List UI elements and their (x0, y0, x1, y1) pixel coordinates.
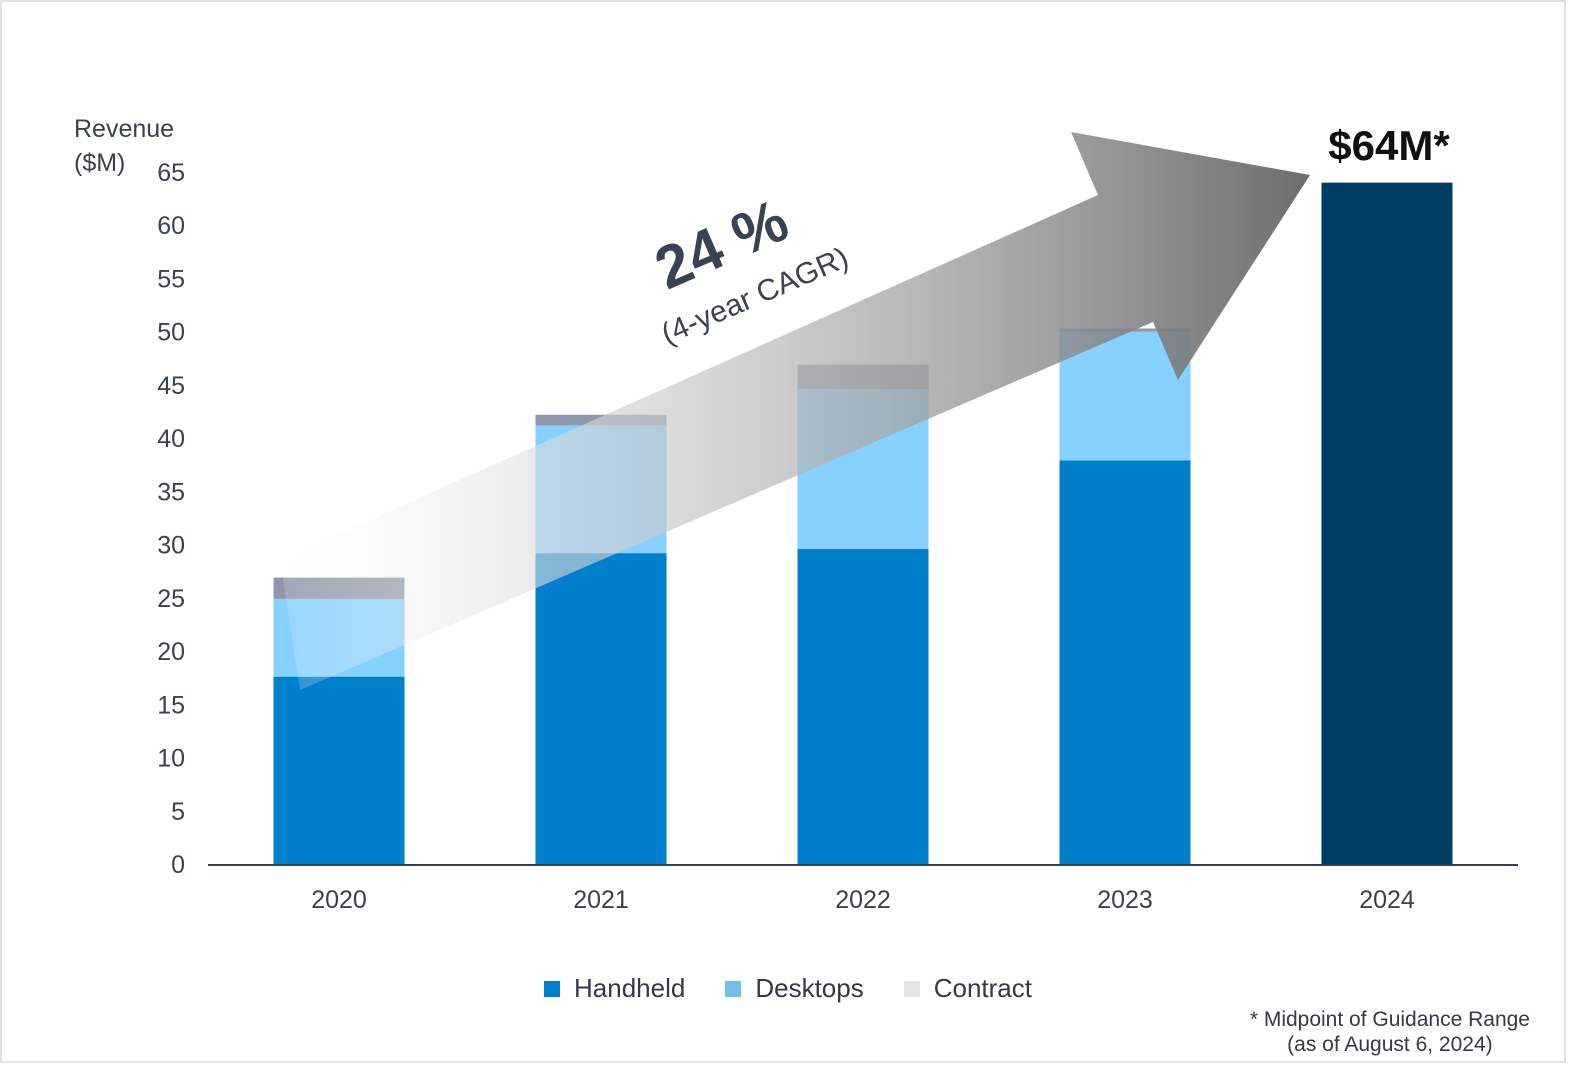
y-tick-label: 55 (157, 265, 185, 293)
footnote: * Midpoint of Guidance Range (as of Augu… (1250, 1007, 1530, 1057)
legend: Handheld Desktops Contract (0, 973, 1576, 1004)
legend-item-contract: Contract (903, 973, 1032, 1004)
y-axis-title: Revenue ($M) (74, 112, 174, 180)
bar-2022-handheld (797, 548, 929, 864)
legend-swatch-desktops (725, 980, 742, 997)
y-tick-label: 50 (157, 319, 185, 347)
x-tick-labels: 2020 2021 2022 2023 2024 (311, 886, 1415, 914)
bar-2024-total (1321, 182, 1453, 865)
y-tick-label: 60 (157, 212, 185, 240)
y-tick-label: 20 (157, 638, 185, 666)
legend-label-contract: Contract (933, 973, 1032, 1003)
y-tick-label: 10 (157, 745, 185, 773)
y-tick-label: 25 (157, 585, 185, 613)
y-tick-label: 0 (171, 851, 185, 879)
x-tick-label-2022: 2022 (835, 886, 891, 914)
y-axis-title-line-2: ($M) (74, 149, 126, 177)
bar-2020-handheld (273, 676, 405, 864)
y-tick-label: 5 (171, 798, 185, 826)
y-tick-label: 40 (157, 425, 185, 453)
bar-2021-handheld (535, 553, 667, 864)
legend-swatch-contract (903, 980, 920, 997)
legend-label-handheld: Handheld (574, 973, 686, 1003)
legend-swatch-handheld (544, 980, 561, 997)
x-tick-label-2020: 2020 (311, 886, 367, 914)
legend-label-desktops: Desktops (755, 973, 864, 1003)
legend-item-desktops: Desktops (725, 973, 864, 1004)
bar-2023-handheld (1059, 460, 1191, 864)
footnote-line-1: * Midpoint of Guidance Range (1249, 1008, 1530, 1031)
y-tick-labels: 0 5 10 15 20 25 30 35 40 45 50 55 60 65 (157, 159, 185, 879)
cagr-arrow-icon (280, 132, 1310, 690)
legend-item-handheld: Handheld (544, 973, 685, 1004)
y-axis-title-line-1: Revenue (74, 115, 175, 143)
y-tick-label: 15 (157, 691, 185, 719)
footnote-line-2: (as of August 6, 2024) (1287, 1033, 1493, 1056)
x-tick-label-2021: 2021 (573, 886, 629, 914)
y-tick-label: 45 (157, 372, 185, 400)
y-tick-label: 30 (157, 532, 185, 560)
y-tick-label: 65 (157, 159, 185, 187)
bar-2024-value-label: $64M* (1328, 122, 1450, 169)
x-tick-label-2023: 2023 (1097, 886, 1153, 914)
x-tick-label-2024: 2024 (1359, 886, 1415, 914)
y-tick-label: 35 (157, 478, 185, 506)
